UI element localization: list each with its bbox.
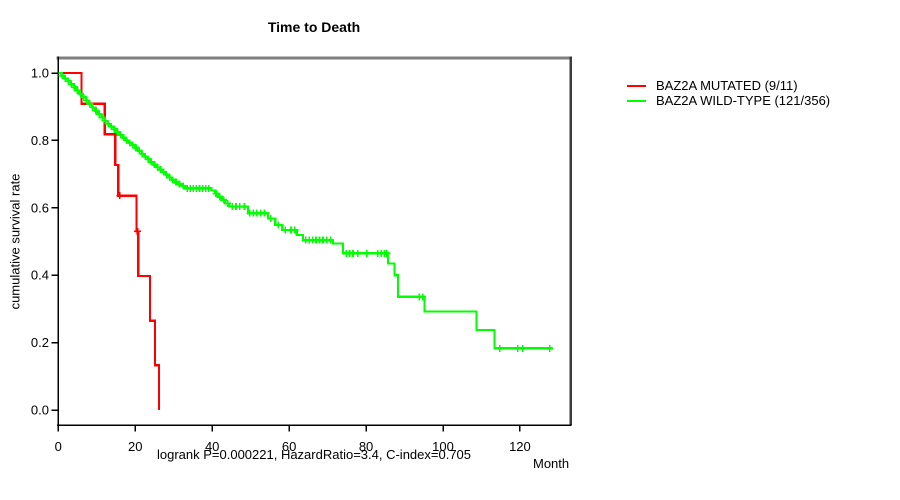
km-curve	[58, 71, 553, 350]
y-tick-label: 0.4	[31, 268, 49, 283]
x-tick-label: 60	[282, 439, 296, 454]
series-wild-type	[58, 71, 554, 352]
y-axis-label: cumulative survival rate	[7, 173, 23, 310]
x-tick-label: 120	[509, 439, 531, 454]
censor-marks	[116, 192, 142, 235]
y-tick-label: 0.0	[31, 403, 49, 418]
legend-line-green	[627, 99, 646, 102]
x-tick-label: 0	[55, 439, 62, 454]
legend: BAZ2A MUTATED (9/11) BAZ2A WILD-TYPE (12…	[627, 78, 830, 108]
y-tick-label: 0.2	[31, 335, 49, 350]
km-curve	[58, 71, 161, 410]
legend-label-mutated: BAZ2A MUTATED (9/11)	[656, 78, 798, 93]
censor-marks	[58, 72, 554, 352]
legend-label-wild-type: BAZ2A WILD-TYPE (121/356)	[656, 93, 831, 108]
x-tick-label: 80	[359, 439, 373, 454]
legend-item-mutated: BAZ2A MUTATED (9/11)	[627, 78, 830, 93]
x-tick-label: 100	[432, 439, 454, 454]
x-tick-label: 20	[128, 439, 142, 454]
x-tick-label: 40	[205, 439, 219, 454]
y-tick-label: 0.6	[31, 200, 49, 215]
x-axis-label: Month	[533, 456, 570, 471]
chart-title: Time to Death	[267, 19, 361, 35]
legend-line-red	[627, 84, 646, 87]
y-tick-label: 1.0	[31, 66, 49, 81]
stats-caption: logrank P=0.000221, HazardRatio=3.4, C-i…	[156, 447, 472, 462]
x-axis: 0 20 40 60 80 100 120	[55, 425, 531, 454]
y-axis: 0.0 0.2 0.4 0.6 0.8 1.0	[31, 66, 58, 418]
legend-item-wild-type: BAZ2A WILD-TYPE (121/356)	[627, 93, 830, 108]
plot-box	[56, 56, 572, 426]
series-mutated	[58, 71, 161, 410]
y-tick-label: 0.8	[31, 133, 49, 148]
